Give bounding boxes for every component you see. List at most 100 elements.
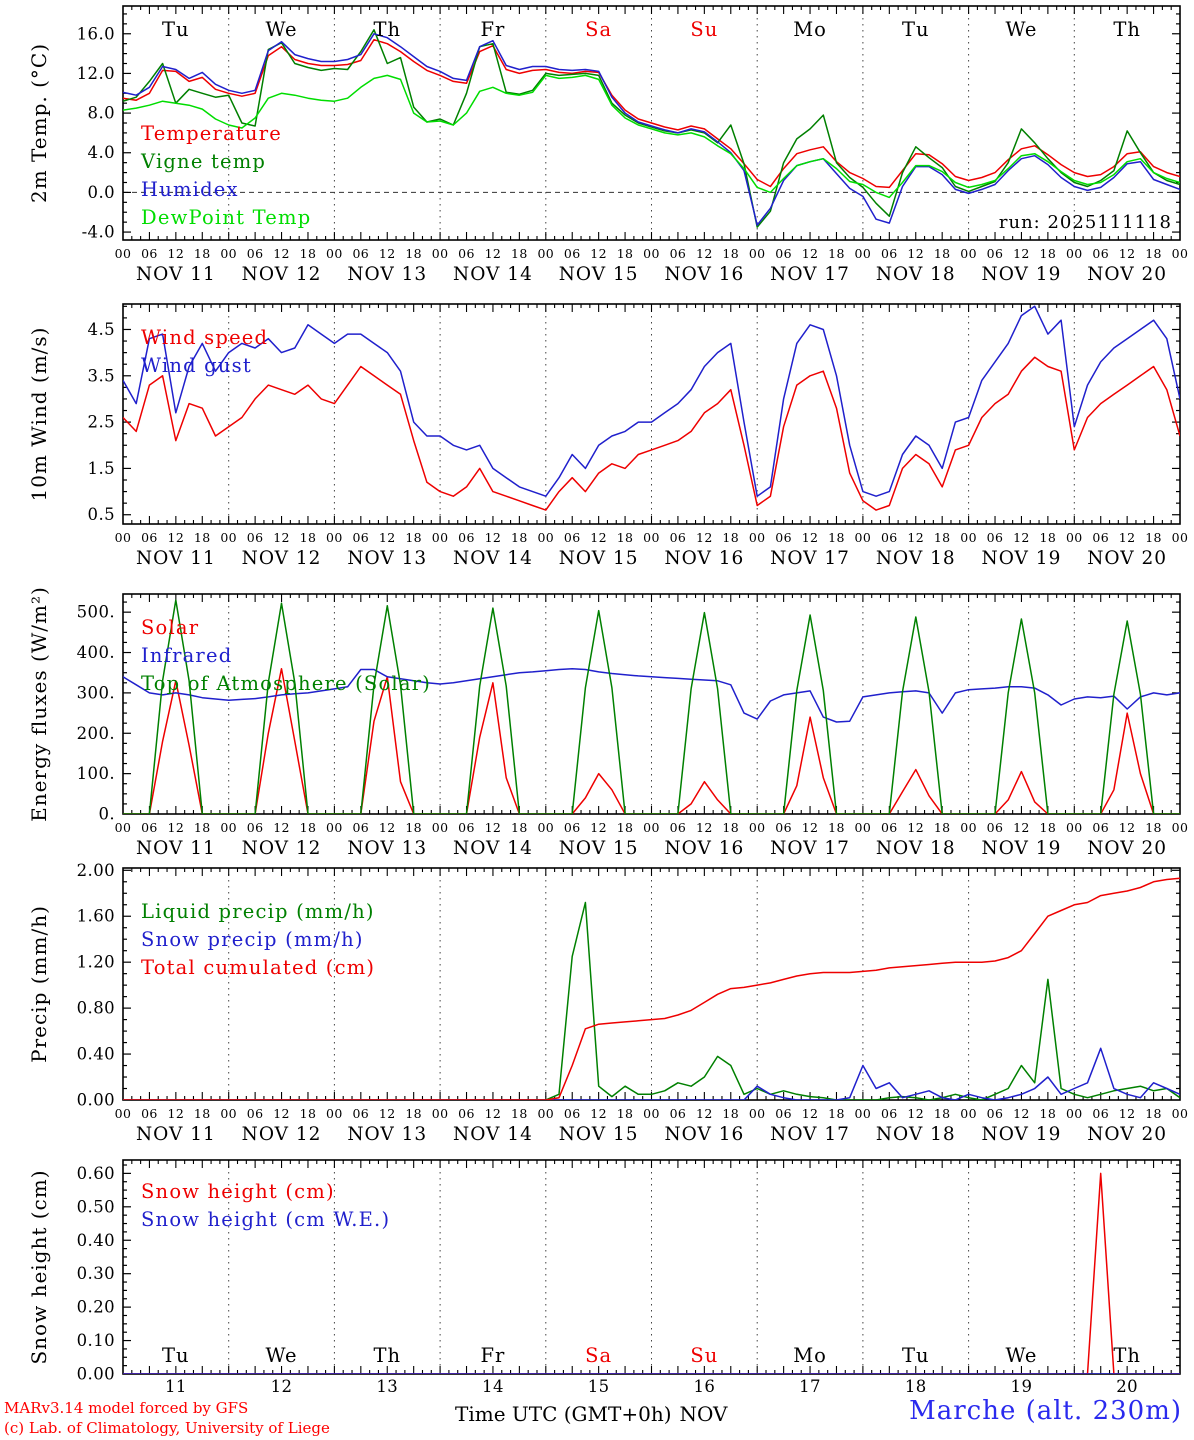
hour-tick-label: 18 [722, 1106, 739, 1121]
hour-tick-label: 12 [696, 1106, 713, 1121]
hour-tick-label: 06 [670, 1106, 687, 1121]
hour-tick-label: 12 [167, 246, 184, 261]
date-label: NOV 17 [770, 838, 850, 859]
day-name-label: Sa [585, 18, 612, 41]
hour-tick-label: 00 [960, 246, 977, 261]
hour-tick-label: 06 [141, 246, 158, 261]
hour-tick-label: 06 [141, 1106, 158, 1121]
day-name-label: Tu [162, 18, 190, 41]
y-axis-title: Energy fluxes (W/m²) [27, 586, 51, 822]
y-axis-title: 10m Wind (m/s) [27, 327, 51, 502]
date-label: NOV 13 [347, 838, 427, 859]
y-tick-label: 12.0 [77, 64, 115, 83]
hour-tick-label: 00 [643, 246, 660, 261]
axes: -4.0 0.0 4.0 8.0 12.0 16.0 [77, 6, 1180, 242]
day-name-label: We [1005, 1344, 1037, 1367]
hour-tick-label: 18 [511, 530, 528, 545]
date-label: NOV 18 [876, 264, 956, 285]
hour-tick-label: 12 [802, 530, 819, 545]
legend-humidex: Humidex [141, 178, 239, 201]
hour-tick-label: 18 [828, 820, 845, 835]
hour-tick-label: 18 [828, 530, 845, 545]
day-name-label: Fr [481, 18, 506, 41]
date-label: NOV 15 [559, 264, 639, 285]
y-tick-label: 500. [77, 603, 115, 622]
y-axis-title: Precip (mm/h) [27, 905, 51, 1063]
date-label: NOV 20 [1087, 548, 1167, 569]
day-name-label: Th [1113, 1344, 1141, 1367]
series-humidex [123, 33, 1180, 226]
date-label: NOV 11 [136, 1124, 216, 1145]
y-tick-label: 0.50 [77, 1197, 115, 1216]
credit-line-1: MARv3.14 model forced by GFS [4, 1399, 249, 1417]
hour-tick-label: 00 [537, 1106, 554, 1121]
day-name-label: Su [690, 18, 718, 41]
y-tick-label: 0.10 [77, 1331, 115, 1350]
hour-tick-label: 12 [696, 820, 713, 835]
hour-tick-label: 18 [405, 1106, 422, 1121]
hour-tick-label: 12 [1013, 820, 1030, 835]
date-label: NOV 14 [453, 548, 533, 569]
plot-border [122, 303, 1181, 525]
y-tick-label: 4.5 [88, 320, 115, 339]
y-tick-label: 2.5 [88, 413, 115, 432]
day-name-label: Th [1113, 18, 1141, 41]
series-dewpoint-temp [123, 74, 1180, 199]
date-label: NOV 12 [242, 548, 322, 569]
date-label: NOV 20 [1087, 264, 1167, 285]
hour-tick-label: 12 [273, 1106, 290, 1121]
hour-tick-label: 00 [220, 1106, 237, 1121]
hour-tick-label: 06 [881, 530, 898, 545]
hour-tick-label: 00 [855, 820, 872, 835]
y-tick-label: 0.40 [77, 1231, 115, 1250]
hour-tick-label: 00 [1066, 246, 1083, 261]
hour-tick-label: 00 [749, 1106, 766, 1121]
hour-tick-label: 00 [1066, 1106, 1083, 1121]
y-tick-label: 4.0 [88, 143, 115, 162]
hour-tick-label: 06 [352, 1106, 369, 1121]
y-tick-label: 0.80 [77, 999, 115, 1018]
hour-tick-label: 18 [617, 246, 634, 261]
day-name-label: Mo [793, 18, 827, 41]
hour-tick-label: 06 [775, 820, 792, 835]
hour-tick-label: 06 [458, 820, 475, 835]
hour-tick-label: 00 [749, 246, 766, 261]
day-number-label: 15 [588, 1377, 610, 1396]
legend-liquid-precip-mm-h-: Liquid precip (mm/h) [141, 900, 375, 923]
hour-tick-label: 00 [220, 530, 237, 545]
hour-tick-label: 18 [934, 246, 951, 261]
hour-tick-label: 06 [670, 246, 687, 261]
hour-tick-label: 18 [405, 246, 422, 261]
x-axis-title: Time UTC (GMT+0h) NOV [455, 1402, 728, 1426]
hour-tick-label: 12 [907, 246, 924, 261]
hour-tick-label: 12 [590, 1106, 607, 1121]
legend-wind-speed: Wind speed [141, 326, 268, 349]
hour-tick-label: 12 [167, 530, 184, 545]
hour-tick-label: 18 [405, 820, 422, 835]
hour-tick-label: 00 [220, 820, 237, 835]
axes: 0. 100. 200. 300. 400. 500. [77, 594, 1180, 824]
hour-tick-label: 00 [115, 530, 132, 545]
y-tick-label: 100. [77, 764, 115, 783]
panel-temp2m: -4.0 0.0 4.0 8.0 12.0 16.0 Temperature Vigne te… [27, 5, 1188, 285]
date-label: NOV 14 [453, 838, 533, 859]
day-name-label: Tu [902, 18, 930, 41]
date-label: NOV 13 [347, 1124, 427, 1145]
hour-tick-label: 06 [775, 246, 792, 261]
series-vigne-temp [123, 29, 1180, 228]
hour-tick-label: 18 [511, 1106, 528, 1121]
hour-tick-label: 12 [590, 530, 607, 545]
y-tick-label: 3.5 [88, 366, 115, 385]
series-total-cumulated-cm- [123, 877, 1180, 1100]
series-temperature [123, 38, 1180, 189]
series-snow-precip-mm-h- [123, 1047, 1180, 1100]
hour-tick-label: 00 [537, 246, 554, 261]
panel-wind10m: 0.5 1.5 2.5 3.5 4.5 Wind speed Wind gust 00 06 12… [27, 303, 1188, 569]
y-tick-label: 0.00 [77, 1365, 115, 1384]
hour-tick-label: 12 [696, 530, 713, 545]
hour-tick-label: 06 [1092, 530, 1109, 545]
series-top-of-atmosphere-solar- [123, 599, 1180, 814]
date-label: NOV 13 [347, 548, 427, 569]
y-tick-label: 0.40 [77, 1045, 115, 1064]
